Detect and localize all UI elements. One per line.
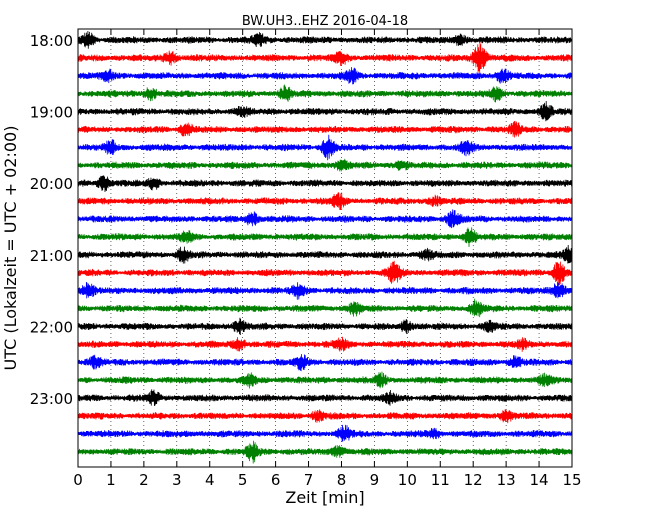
seismic-trace — [78, 298, 572, 318]
seismic-trace — [78, 371, 572, 389]
x-tick-label: 12 — [464, 471, 483, 489]
x-tick-label: 14 — [530, 471, 549, 489]
seismic-trace — [78, 120, 572, 138]
x-tick-label: 3 — [172, 471, 182, 489]
y-tick-label: 19:00 — [30, 104, 73, 122]
plot-frame — [77, 28, 573, 468]
seismic-trace — [78, 354, 572, 372]
seismic-trace — [78, 209, 572, 229]
y-axis-label: UTC (Lokalzeit = UTC + 02:00) — [1, 126, 20, 371]
seismic-trace — [78, 336, 572, 352]
x-tick-label: 4 — [205, 471, 215, 489]
seismic-trace — [78, 41, 572, 73]
x-tick-label: 5 — [238, 471, 248, 489]
x-tick-label: 15 — [562, 471, 581, 489]
seismic-trace — [78, 100, 572, 122]
x-axis-ticks: 0 1 2 3 4 5 6 7 8 9 10 11 12 13 14 15 — [73, 29, 582, 489]
seismic-trace — [78, 440, 572, 464]
seismic-trace — [78, 192, 572, 211]
seismic-trace — [78, 134, 572, 161]
x-tick-label: 6 — [271, 471, 281, 489]
seismic-trace — [78, 158, 572, 172]
seismic-trace — [78, 244, 572, 264]
chart-title: BW.UH3..EHZ 2016-04-18 — [242, 14, 408, 29]
seismic-trace — [78, 317, 572, 336]
y-tick-label: 23:00 — [30, 390, 73, 408]
trace-group — [78, 30, 572, 464]
x-tick-label: 2 — [139, 471, 149, 489]
x-tick-label: 7 — [304, 471, 314, 489]
seismic-trace — [78, 281, 572, 300]
seismic-trace — [78, 227, 572, 248]
x-tick-label: 8 — [337, 471, 347, 489]
x-tick-label: 13 — [497, 471, 516, 489]
seismic-trace — [78, 30, 572, 49]
x-tick-label: 1 — [106, 471, 116, 489]
seismic-trace — [78, 424, 572, 442]
y-tick-label: 20:00 — [30, 175, 73, 193]
x-tick-label: 0 — [73, 471, 83, 489]
seismic-trace — [78, 260, 572, 286]
x-tick-label: 11 — [431, 471, 450, 489]
seismic-trace — [78, 67, 572, 85]
y-tick-label: 18:00 — [30, 32, 73, 50]
x-tick-label: 10 — [398, 471, 417, 489]
seismic-trace — [78, 389, 572, 407]
y-tick-label: 22:00 — [30, 318, 73, 336]
y-tick-label: 21:00 — [30, 247, 73, 265]
seismic-trace — [78, 409, 572, 424]
x-axis-label: Zeit [min] — [285, 488, 364, 507]
seismic-trace — [78, 84, 572, 103]
x-tick-label: 9 — [370, 471, 380, 489]
seismic-trace — [78, 175, 572, 193]
y-axis-ticks: 18:00 19:00 20:00 21:00 22:00 23:00 — [30, 32, 572, 408]
